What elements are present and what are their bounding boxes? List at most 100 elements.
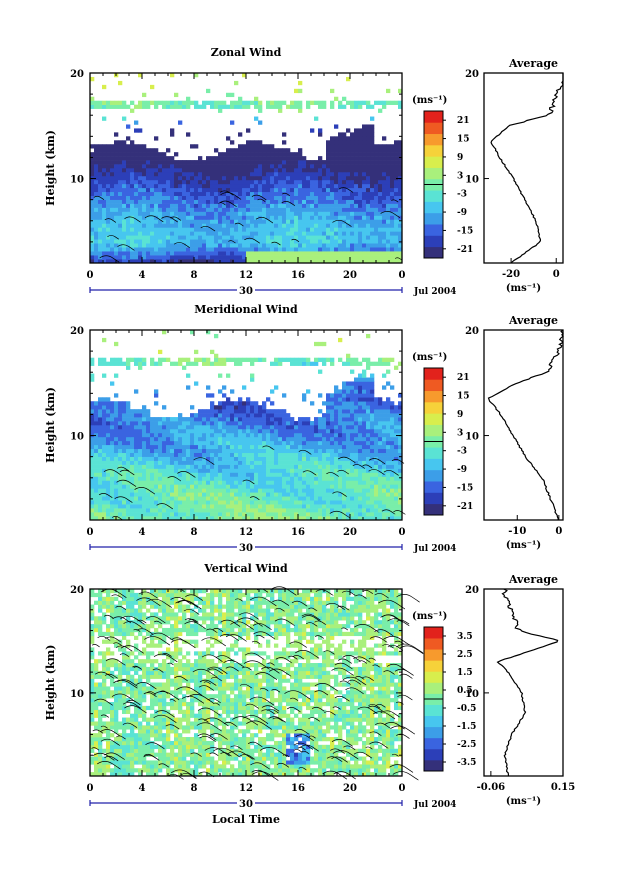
heatmap-cell [398,512,403,517]
heatmap-cell [258,120,263,125]
heatmap-cell [202,440,207,446]
heatmap-cell [370,488,375,493]
heatmap-cell [302,512,307,517]
heatmap-cell [298,251,303,256]
heatmap-cell [150,243,155,248]
heatmap-cell [126,436,131,442]
heatmap-cell [350,492,355,497]
heatmap-cell [206,500,211,505]
heatmap-cell [150,500,155,505]
heatmap-cell [318,259,323,264]
heatmap-cell [254,409,259,414]
heatmap-cell [370,227,375,232]
heatmap-cell [318,199,323,204]
heatmap-cell [282,215,287,220]
heatmap-cell [174,484,179,489]
heatmap-cell [342,472,347,477]
heatmap-cell [214,448,219,454]
heatmap-cell [350,104,355,109]
heatmap-cell [322,231,327,236]
heatmap-cell [286,179,291,185]
heatmap-cell [218,223,223,228]
heatmap-cell [270,156,275,161]
heatmap-cell [290,428,295,434]
heatmap-cell [146,476,151,481]
heatmap-cell [194,448,199,454]
heatmap-cell [118,203,123,208]
heatmap-cell [314,460,319,465]
heatmap-cell [338,148,343,153]
heatmap-cell [238,512,243,517]
heatmap-cell [246,436,251,442]
heatmap-cell [102,508,107,513]
heatmap-cell [390,171,395,177]
heatmap-cell [130,164,135,169]
heatmap-cell [166,504,171,509]
heatmap-cell [354,428,359,434]
heatmap-cell [314,243,319,248]
heatmap-cell [282,413,287,418]
heatmap-cell [90,76,95,82]
heatmap-cell [338,393,343,398]
heatmap-cell [106,504,111,509]
heatmap-cell [142,231,147,236]
heatmap-cell [378,259,383,264]
heatmap-cell [350,405,355,410]
heatmap-cell [394,464,399,469]
heatmap-cell [246,444,251,450]
heatmap-cell [274,104,279,109]
heatmap-cell [302,227,307,232]
heatmap-cell [374,191,379,197]
heatmap-cell [146,425,151,430]
heatmap-cell [182,247,187,252]
heatmap-cell [274,468,279,473]
heatmap-cell [118,231,123,236]
heatmap-cell [358,500,363,505]
contour-line [144,215,164,223]
heatmap-cell [326,227,331,232]
heatmap-cell [358,171,363,177]
heatmap-cell [106,195,111,200]
heatmap-cell [234,247,239,252]
heatmap-cell [382,460,387,465]
heatmap-cell [262,421,267,426]
contour-line [255,216,274,224]
heatmap-cell [254,116,259,121]
heatmap-cell [362,211,367,216]
heatmap-cell [178,203,183,208]
heatmap-cell [94,156,99,161]
heatmap-cell [350,179,355,185]
heatmap-cell [238,164,243,169]
heatmap-cell [210,191,215,197]
heatmap-cell [262,231,267,236]
heatmap-cell [110,432,115,438]
heatmap-cell [102,179,107,185]
heatmap-cell [258,104,263,109]
heatmap-cell [106,203,111,208]
heatmap-cell [326,496,331,501]
heatmap-cell [238,239,243,244]
heatmap-cell [282,247,287,252]
heatmap-cell [314,191,319,197]
heatmap-cell [98,448,103,454]
heatmap-cell [242,187,247,193]
heatmap-cell [326,148,331,153]
heatmap-cell [286,476,291,481]
heatmap-cell [250,187,255,193]
heatmap-cell [366,183,371,189]
heatmap-cell [294,480,299,485]
heatmap-cell [122,215,127,220]
heatmap-cell [142,436,147,442]
heatmap-cell [350,164,355,169]
heatmap-cell [298,472,303,477]
heatmap-cell [294,100,299,105]
heatmap-cell [242,211,247,216]
heatmap-cell [222,223,227,228]
heatmap-cell [346,199,351,204]
heatmap-cell [398,187,403,193]
heatmap-cell [130,235,135,240]
heatmap-cell [262,160,267,165]
heatmap-cell [178,413,183,418]
heatmap-cell [278,464,283,469]
